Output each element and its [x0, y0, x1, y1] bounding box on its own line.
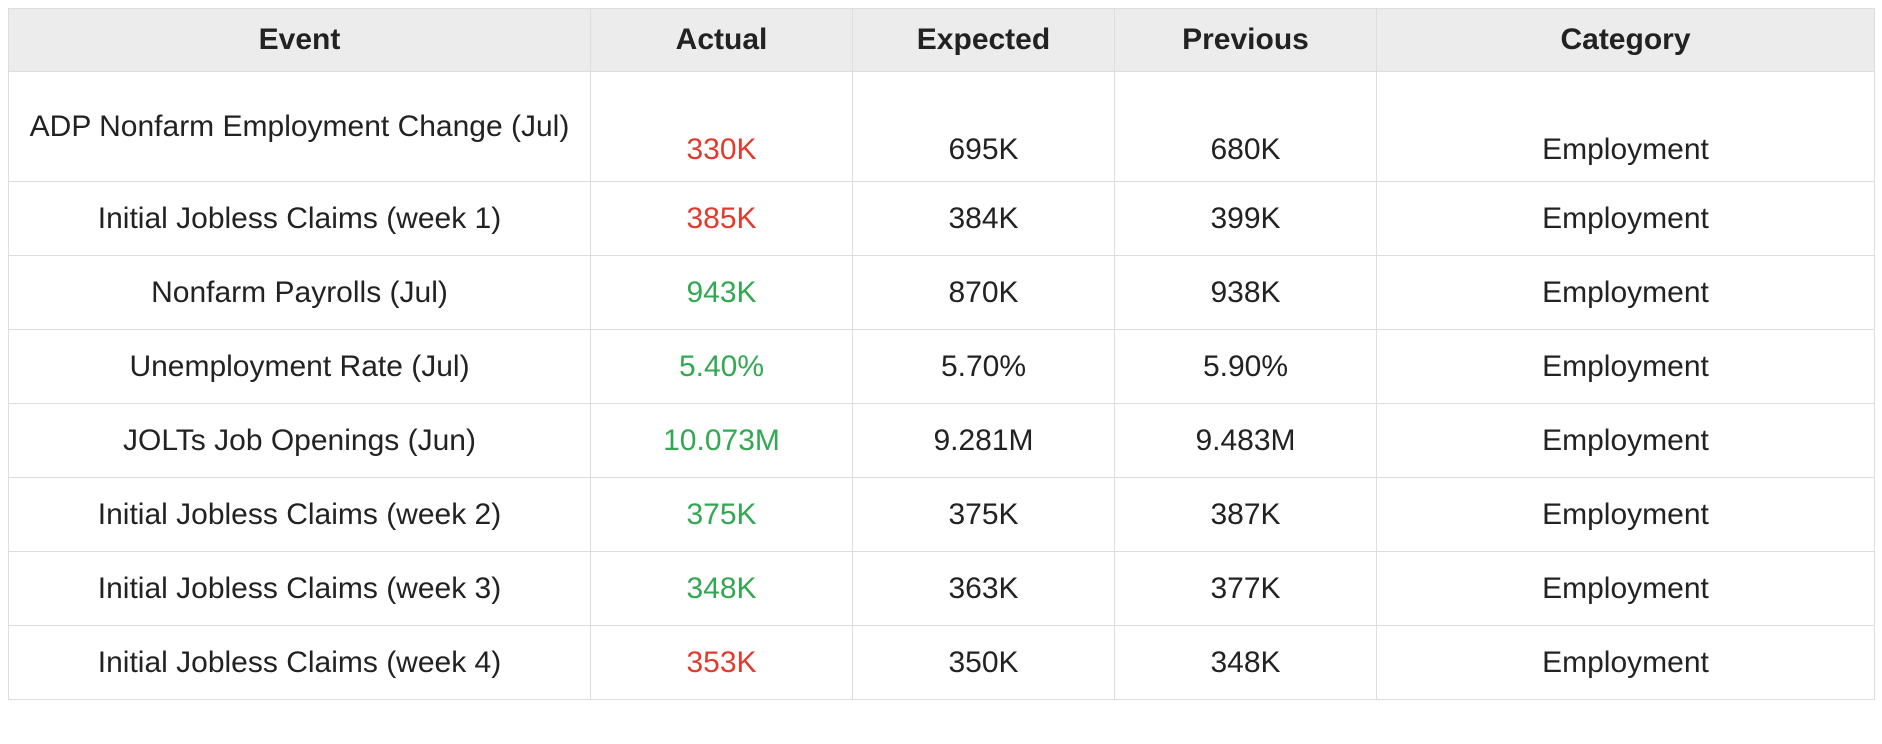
cell-event: Initial Jobless Claims (week 1)	[9, 182, 591, 256]
cell-previous: 9.483M	[1115, 404, 1377, 478]
cell-expected: 363K	[853, 552, 1115, 626]
cell-expected: 9.281M	[853, 404, 1115, 478]
cell-category: Employment	[1377, 404, 1875, 478]
header-row: EventActualExpectedPreviousCategory	[9, 9, 1875, 72]
cell-actual: 348K	[591, 552, 853, 626]
table-header: EventActualExpectedPreviousCategory	[9, 9, 1875, 72]
cell-previous: 399K	[1115, 182, 1377, 256]
cell-expected: 350K	[853, 626, 1115, 700]
cell-category: Employment	[1377, 330, 1875, 404]
table-row: Initial Jobless Claims (week 1)385K384K3…	[9, 182, 1875, 256]
economic-events-table: EventActualExpectedPreviousCategory ADP …	[8, 8, 1875, 700]
cell-event: Initial Jobless Claims (week 3)	[9, 552, 591, 626]
cell-expected: 695K	[853, 72, 1115, 182]
cell-category: Employment	[1377, 478, 1875, 552]
cell-previous: 377K	[1115, 552, 1377, 626]
table-row: Nonfarm Payrolls (Jul)943K870K938KEmploy…	[9, 256, 1875, 330]
col-header-actual: Actual	[591, 9, 853, 72]
table-row: ADP Nonfarm Employment Change (Jul)330K6…	[9, 72, 1875, 182]
table-row: Initial Jobless Claims (week 2)375K375K3…	[9, 478, 1875, 552]
cell-previous: 348K	[1115, 626, 1377, 700]
cell-expected: 5.70%	[853, 330, 1115, 404]
col-header-event: Event	[9, 9, 591, 72]
table-row: Initial Jobless Claims (week 3)348K363K3…	[9, 552, 1875, 626]
cell-actual: 385K	[591, 182, 853, 256]
cell-previous: 387K	[1115, 478, 1377, 552]
cell-expected: 384K	[853, 182, 1115, 256]
cell-expected: 375K	[853, 478, 1115, 552]
table-row: Initial Jobless Claims (week 4)353K350K3…	[9, 626, 1875, 700]
col-header-category: Category	[1377, 9, 1875, 72]
cell-previous: 680K	[1115, 72, 1377, 182]
table-body: ADP Nonfarm Employment Change (Jul)330K6…	[9, 72, 1875, 700]
cell-event: Initial Jobless Claims (week 4)	[9, 626, 591, 700]
cell-event: Nonfarm Payrolls (Jul)	[9, 256, 591, 330]
table-row: Unemployment Rate (Jul)5.40%5.70%5.90%Em…	[9, 330, 1875, 404]
cell-actual: 375K	[591, 478, 853, 552]
cell-actual: 943K	[591, 256, 853, 330]
cell-event: Unemployment Rate (Jul)	[9, 330, 591, 404]
cell-actual: 10.073M	[591, 404, 853, 478]
cell-actual: 330K	[591, 72, 853, 182]
col-header-expected: Expected	[853, 9, 1115, 72]
cell-expected: 870K	[853, 256, 1115, 330]
cell-previous: 5.90%	[1115, 330, 1377, 404]
cell-category: Employment	[1377, 552, 1875, 626]
table-row: JOLTs Job Openings (Jun)10.073M9.281M9.4…	[9, 404, 1875, 478]
col-header-previous: Previous	[1115, 9, 1377, 72]
cell-category: Employment	[1377, 182, 1875, 256]
cell-actual: 5.40%	[591, 330, 853, 404]
cell-category: Employment	[1377, 72, 1875, 182]
cell-event: ADP Nonfarm Employment Change (Jul)	[9, 72, 591, 182]
cell-category: Employment	[1377, 256, 1875, 330]
cell-previous: 938K	[1115, 256, 1377, 330]
cell-category: Employment	[1377, 626, 1875, 700]
cell-actual: 353K	[591, 626, 853, 700]
cell-event: JOLTs Job Openings (Jun)	[9, 404, 591, 478]
cell-event: Initial Jobless Claims (week 2)	[9, 478, 591, 552]
